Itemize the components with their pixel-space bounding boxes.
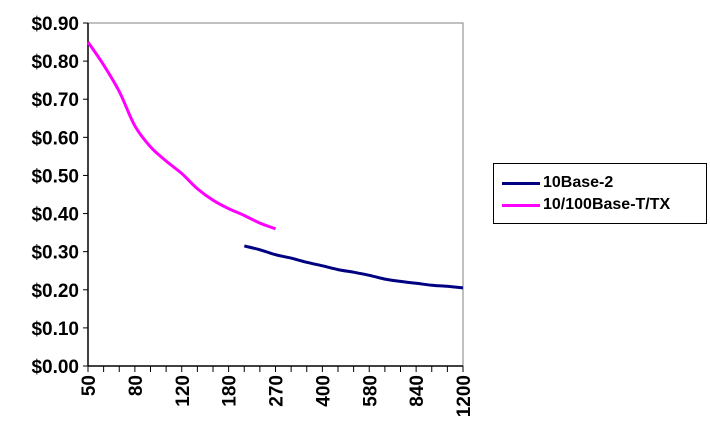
x-tick-label: 400 [313, 375, 334, 407]
plot-area [87, 22, 464, 367]
legend-item: 10Base-2 [502, 172, 613, 194]
x-tick-label: 840 [407, 375, 428, 407]
y-tick-label: $0.60 [31, 128, 79, 149]
x-tick-label: 120 [173, 375, 194, 407]
x-tick-label: 1200 [454, 375, 475, 417]
x-tick-label: 270 [267, 375, 288, 407]
legend: 10Base-2 10/100Base-T/TX [493, 163, 707, 224]
y-tick-label: $0.30 [31, 243, 79, 264]
x-tick-label: 50 [79, 375, 100, 396]
series-line [243, 244, 464, 290]
y-tick-label: $0.10 [31, 319, 79, 340]
legend-swatch [502, 203, 540, 207]
legend-swatch [502, 181, 540, 185]
y-tick-label: $0.70 [31, 90, 79, 111]
x-tick-label: 80 [126, 375, 147, 396]
y-tick-label: $0.20 [31, 281, 79, 302]
y-tick-label: $0.80 [31, 52, 79, 73]
legend-label: 10/100Base-T/TX [543, 196, 671, 213]
x-tick-label: 580 [360, 375, 381, 407]
y-tick-label: $0.90 [31, 14, 79, 35]
x-tick-label: 180 [220, 375, 241, 407]
legend-label: 10Base-2 [543, 174, 614, 191]
y-tick-label: $0.00 [31, 357, 79, 378]
y-tick-label: $0.50 [31, 166, 79, 187]
legend-item: 10/100Base-T/TX [502, 194, 670, 216]
series-line [86, 41, 277, 231]
y-tick-label: $0.40 [31, 205, 79, 226]
